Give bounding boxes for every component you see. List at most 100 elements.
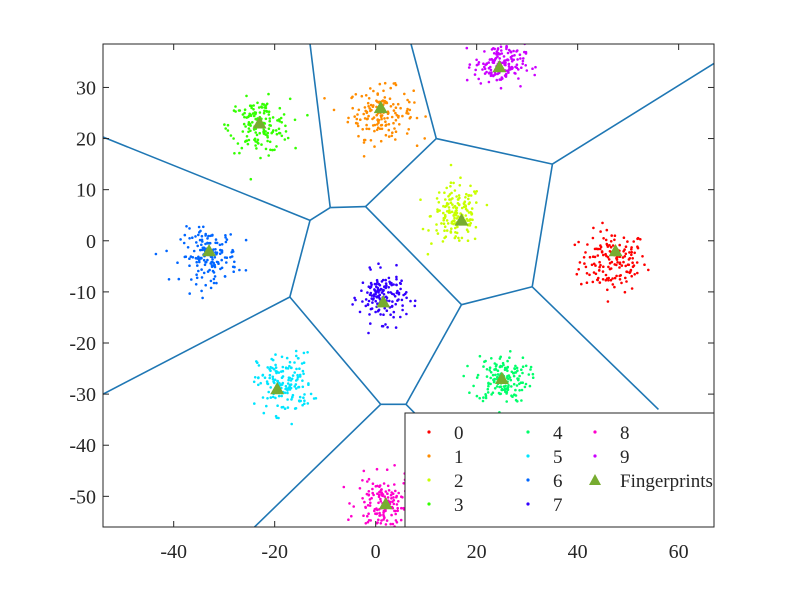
class-3-point — [269, 148, 272, 152]
class-9-point — [520, 66, 523, 69]
class-9-point — [534, 65, 537, 69]
class-5-point — [288, 360, 292, 364]
class-4-point — [492, 378, 495, 382]
class-3-point — [284, 124, 287, 128]
class-1-point — [389, 105, 393, 108]
class-6-point — [225, 261, 228, 264]
class-7-point — [381, 324, 385, 328]
class-7-point — [376, 289, 379, 293]
class-8-point — [366, 520, 370, 524]
class-2-point — [455, 217, 459, 220]
class-0-point — [607, 276, 610, 280]
class-4-point — [466, 364, 469, 368]
class-5-point — [271, 358, 275, 362]
class-1-point — [363, 138, 367, 142]
class-8-point — [387, 489, 391, 492]
class-0-point — [636, 237, 640, 240]
class-7-point — [395, 283, 398, 287]
class-2-point — [469, 221, 473, 225]
class-0-point — [598, 281, 602, 284]
voronoi-edge-5 — [410, 44, 438, 139]
legend-marker-8 — [593, 430, 597, 434]
class-9-point — [492, 74, 495, 77]
class-8-point — [370, 496, 373, 500]
class-0-point — [624, 245, 628, 248]
class-5-point — [301, 379, 304, 383]
class-0-point — [611, 283, 615, 286]
class-3-point — [253, 137, 257, 141]
class-8-point — [390, 491, 394, 494]
class-5-point — [273, 378, 277, 382]
legend-marker-4 — [526, 430, 530, 434]
class-5-point — [269, 369, 272, 373]
class-8-point — [391, 522, 395, 526]
class-2-point — [441, 240, 445, 243]
class-2-point — [473, 237, 477, 241]
class-0-point — [592, 226, 595, 230]
class-7-point — [379, 266, 382, 269]
class-3-point — [293, 118, 297, 122]
class-5-point — [297, 399, 301, 403]
legend-marker-5 — [526, 454, 530, 458]
class-0-point — [639, 238, 642, 241]
class-1-point — [366, 117, 369, 120]
class-1-point — [354, 93, 358, 96]
legend-label-7: 7 — [553, 495, 563, 516]
class-1-point — [357, 108, 361, 112]
class-7-point — [371, 301, 374, 304]
class-5-point — [281, 381, 285, 385]
class-8-point — [379, 513, 382, 517]
class-1-point — [383, 81, 387, 85]
fingerprint-marker-6 — [202, 244, 217, 257]
class-8-point — [399, 518, 403, 522]
class-6-point — [185, 225, 188, 228]
class-2-point — [466, 219, 470, 222]
class-2-point — [435, 229, 438, 232]
class-1-point — [384, 120, 387, 123]
class-9-point — [523, 50, 526, 54]
class-5-point — [277, 394, 281, 398]
class-9-point — [465, 78, 469, 82]
legend-marker-2 — [427, 478, 431, 482]
y-tick-label: 0 — [86, 231, 96, 253]
class-4-point — [475, 394, 479, 398]
class-0-point — [630, 248, 633, 251]
class-9-point — [483, 50, 486, 53]
class-5-point — [274, 353, 277, 356]
class-1-point — [369, 87, 372, 90]
class-1-point — [415, 116, 419, 120]
class-9-point — [517, 77, 520, 80]
class-1-point — [364, 94, 368, 97]
class-6-point — [214, 238, 218, 241]
class-3-point — [286, 136, 290, 140]
class-7-point — [386, 326, 389, 329]
class-0-point — [577, 268, 580, 271]
class-2-point — [436, 208, 439, 211]
class-8-point — [389, 522, 393, 526]
class-1-point — [376, 93, 380, 96]
class-4-point — [481, 399, 485, 403]
class-8-point — [367, 477, 371, 481]
class-5-point — [254, 360, 258, 363]
class-6-point — [194, 256, 198, 260]
class-7-point — [368, 286, 372, 290]
class-7-point — [400, 298, 404, 302]
class-0-point — [598, 269, 601, 272]
class-0-point — [592, 262, 596, 266]
class-9-point — [502, 55, 506, 58]
class-9-point — [496, 55, 499, 58]
class-8-point — [379, 500, 383, 503]
class-2-point — [443, 225, 447, 228]
legend-label-9: 9 — [620, 447, 630, 468]
class-6-point — [224, 240, 228, 244]
class-4-point — [482, 365, 485, 368]
class-6-point — [218, 252, 222, 256]
class-6-point — [214, 241, 217, 245]
class-3-point — [264, 147, 268, 151]
class-9-point — [492, 61, 495, 64]
class-1-point — [390, 134, 394, 138]
class-6-point — [204, 283, 207, 287]
class-1-point — [387, 135, 391, 138]
class-6-point — [229, 233, 232, 236]
class-4-point — [520, 368, 523, 372]
